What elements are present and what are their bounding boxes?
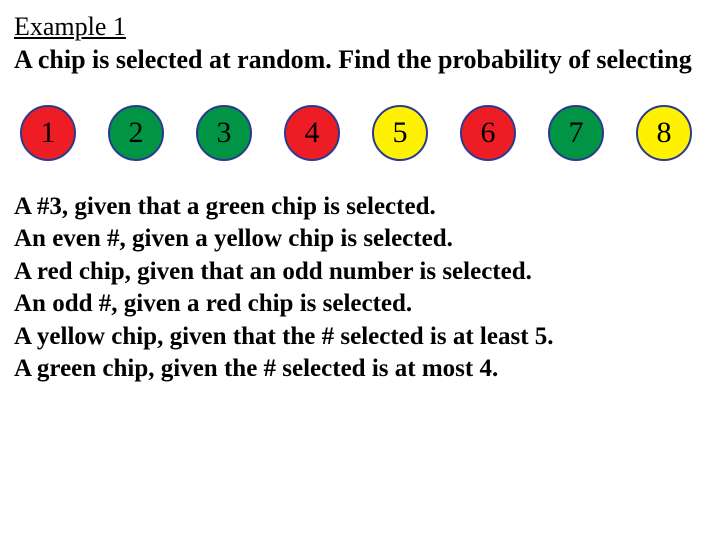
chip-2: 2 [108, 105, 164, 161]
chip-7: 7 [548, 105, 604, 161]
chip-6: 6 [460, 105, 516, 161]
question-line: A yellow chip, given that the # selected… [14, 321, 706, 354]
question-line: An even #, given a yellow chip is select… [14, 223, 706, 256]
chip-1: 1 [20, 105, 76, 161]
chip-5: 5 [372, 105, 428, 161]
question-line: A red chip, given that an odd number is … [14, 256, 706, 289]
question-line: A #3, given that a green chip is selecte… [14, 191, 706, 224]
chip-4: 4 [284, 105, 340, 161]
chip-8: 8 [636, 105, 692, 161]
chip-3: 3 [196, 105, 252, 161]
prompt-text: A chip is selected at random. Find the p… [14, 44, 706, 77]
example-heading: Example 1 [14, 12, 706, 42]
chips-row: 12345678 [14, 105, 706, 161]
question-line: An odd #, given a red chip is selected. [14, 288, 706, 321]
questions-list: A #3, given that a green chip is selecte… [14, 191, 706, 386]
question-line: A green chip, given the # selected is at… [14, 353, 706, 386]
